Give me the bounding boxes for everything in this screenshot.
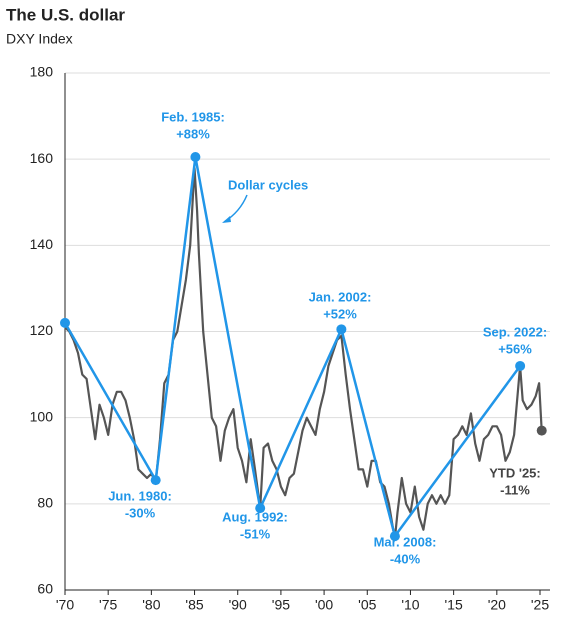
x-tick-label: '90 <box>229 597 247 613</box>
x-tick-label: '95 <box>272 597 290 613</box>
callout-arrowhead <box>222 216 231 223</box>
cycle-point <box>515 360 526 371</box>
x-tick-label: '85 <box>185 597 203 613</box>
y-tick-label: 160 <box>30 150 54 166</box>
y-tick-label: 120 <box>30 322 54 338</box>
cycle-point <box>190 152 201 163</box>
x-tick-label: '75 <box>99 597 117 613</box>
y-tick-label: 140 <box>30 236 54 252</box>
annotation: +88% <box>176 126 210 141</box>
y-tick-label: 80 <box>37 495 53 511</box>
x-tick-label: '80 <box>142 597 160 613</box>
annotation: Feb. 1985: <box>161 109 225 124</box>
x-tick-label: '70 <box>56 597 74 613</box>
annotation: +52% <box>323 306 357 321</box>
latest-point <box>536 425 547 436</box>
annotation: YTD '25: <box>489 465 541 480</box>
chart-subtitle: DXY Index <box>6 31 73 47</box>
x-tick-label: '10 <box>401 597 419 613</box>
y-tick-label: 180 <box>30 64 54 80</box>
cycle-point <box>150 475 161 486</box>
callout-arrow <box>223 194 248 223</box>
annotation: Jan. 2002: <box>309 289 372 304</box>
series-label: Dollar cycles <box>228 177 308 192</box>
annotation: -30% <box>125 505 156 520</box>
cycle-line <box>63 155 522 538</box>
cycle-point <box>255 503 266 514</box>
annotation: -51% <box>240 526 271 541</box>
annotation: Mar. 2008: <box>374 534 437 549</box>
cycle-point <box>336 324 347 335</box>
chart-title: The U.S. dollar <box>6 5 125 24</box>
annotation: Aug. 1992: <box>222 509 288 524</box>
index-line <box>64 166 543 540</box>
annotation: Jun. 1980: <box>108 488 172 503</box>
x-tick-label: '15 <box>445 597 463 613</box>
cycle-point <box>60 317 70 328</box>
cycle-point <box>389 531 400 542</box>
x-tick-label: '00 <box>315 597 333 613</box>
x-tick-label: '20 <box>488 597 506 613</box>
annotation: -40% <box>390 551 421 566</box>
annotation: Sep. 2022: <box>483 324 547 339</box>
x-tick-label: '05 <box>358 597 376 613</box>
annotation: -11% <box>500 482 530 497</box>
y-tick-label: 60 <box>37 581 53 597</box>
annotation: +56% <box>498 341 532 356</box>
x-tick-label: '25 <box>531 597 549 613</box>
y-tick-label: 100 <box>30 408 54 424</box>
